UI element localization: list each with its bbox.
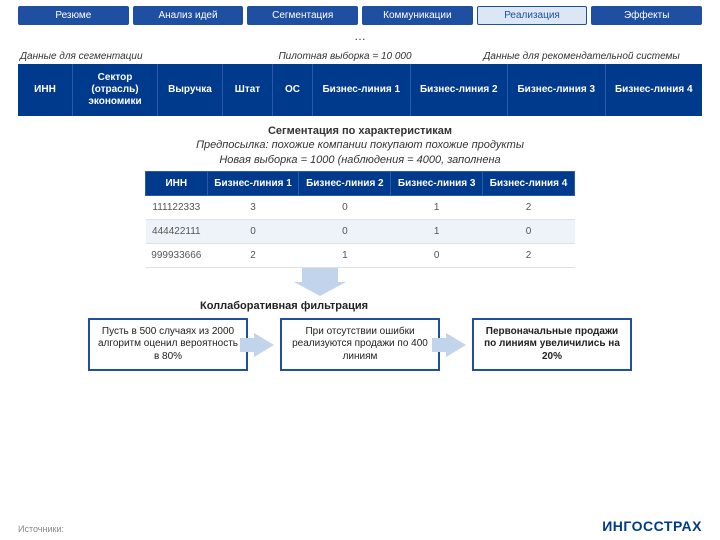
main-table-header: ИНН Сектор (отрасль) экономики Выручка Ш… [18,64,702,116]
inner-header-row: ИНН Бизнес-линия 1 Бизнес-линия 2 Бизнес… [146,171,575,195]
tab-effects[interactable]: Эффекты [591,6,702,25]
table-row: 111122333 3 0 1 2 [146,195,575,219]
hcell-bl3: Бизнес-линия 3 [508,64,606,116]
seg-sample: Новая выборка = 1000 (наблюдения = 4000,… [40,153,680,167]
ih-bl2: Бизнес-линия 2 [299,171,391,195]
label-seg-data: Данные для сегментации [20,51,237,62]
inner-table: ИНН Бизнес-линия 1 Бизнес-линия 2 Бизнес… [145,171,575,268]
seg-title: Сегментация по характеристикам [40,124,680,138]
hcell-staff: Штат [223,64,273,116]
ih-bl1: Бизнес-линия 1 [207,171,299,195]
tab-communications[interactable]: Коммуникации [362,6,473,25]
ih-bl4: Бизнес-линия 4 [483,171,575,195]
right-arrow-icon [254,333,274,357]
table-row: 999933666 2 1 0 2 [146,243,575,267]
ellipsis: … [0,29,720,43]
tab-realization[interactable]: Реализация [477,6,588,25]
segmentation-text: Сегментация по характеристикам Предпосыл… [40,124,680,167]
flow-box-2: При отсутствии ошибки реализуются продаж… [280,318,440,372]
table-row: 444422111 0 0 1 0 [146,219,575,243]
flow-box-1: Пусть в 500 случаях из 2000 алгоритм оце… [88,318,248,372]
hcell-bl4: Бизнес-линия 4 [606,64,703,116]
tab-segmentation[interactable]: Сегментация [247,6,358,25]
tab-ideas[interactable]: Анализ идей [133,6,244,25]
label-pilot-sample: Пилотная выборка = 10 000 [237,51,454,62]
footer: Источники: ИНГОССТРАХ [18,518,702,534]
ih-inn: ИНН [146,171,208,195]
hcell-inn: ИНН [18,64,73,116]
right-arrow-icon [446,333,466,357]
hcell-sector: Сектор (отрасль) экономики [73,64,158,116]
flow-box-3: Первоначальные продажи по линиям увеличи… [472,318,632,372]
hcell-bl2: Бизнес-линия 2 [411,64,509,116]
nav-tabs: Резюме Анализ идей Сегментация Коммуника… [0,0,720,27]
collab-label: Коллаборативная фильтрация [200,300,720,312]
label-rec-system: Данные для рекомендательной системы [453,51,700,62]
ih-bl3: Бизнес-линия 3 [391,171,483,195]
down-arrow-tip-icon [294,282,346,296]
hcell-bl1: Бизнес-линия 1 [313,64,411,116]
down-arrow-icon [302,268,338,282]
hcell-revenue: Выручка [158,64,223,116]
flow-row: Пусть в 500 случаях из 2000 алгоритм оце… [18,318,702,372]
seg-premise: Предпосылка: похожие компании покупают п… [40,138,680,152]
tab-resume[interactable]: Резюме [18,6,129,25]
hcell-os: ОС [273,64,313,116]
context-labels: Данные для сегментации Пилотная выборка … [0,43,720,62]
sources-label: Источники: [18,524,64,534]
brand-logo: ИНГОССТРАХ [602,518,702,534]
